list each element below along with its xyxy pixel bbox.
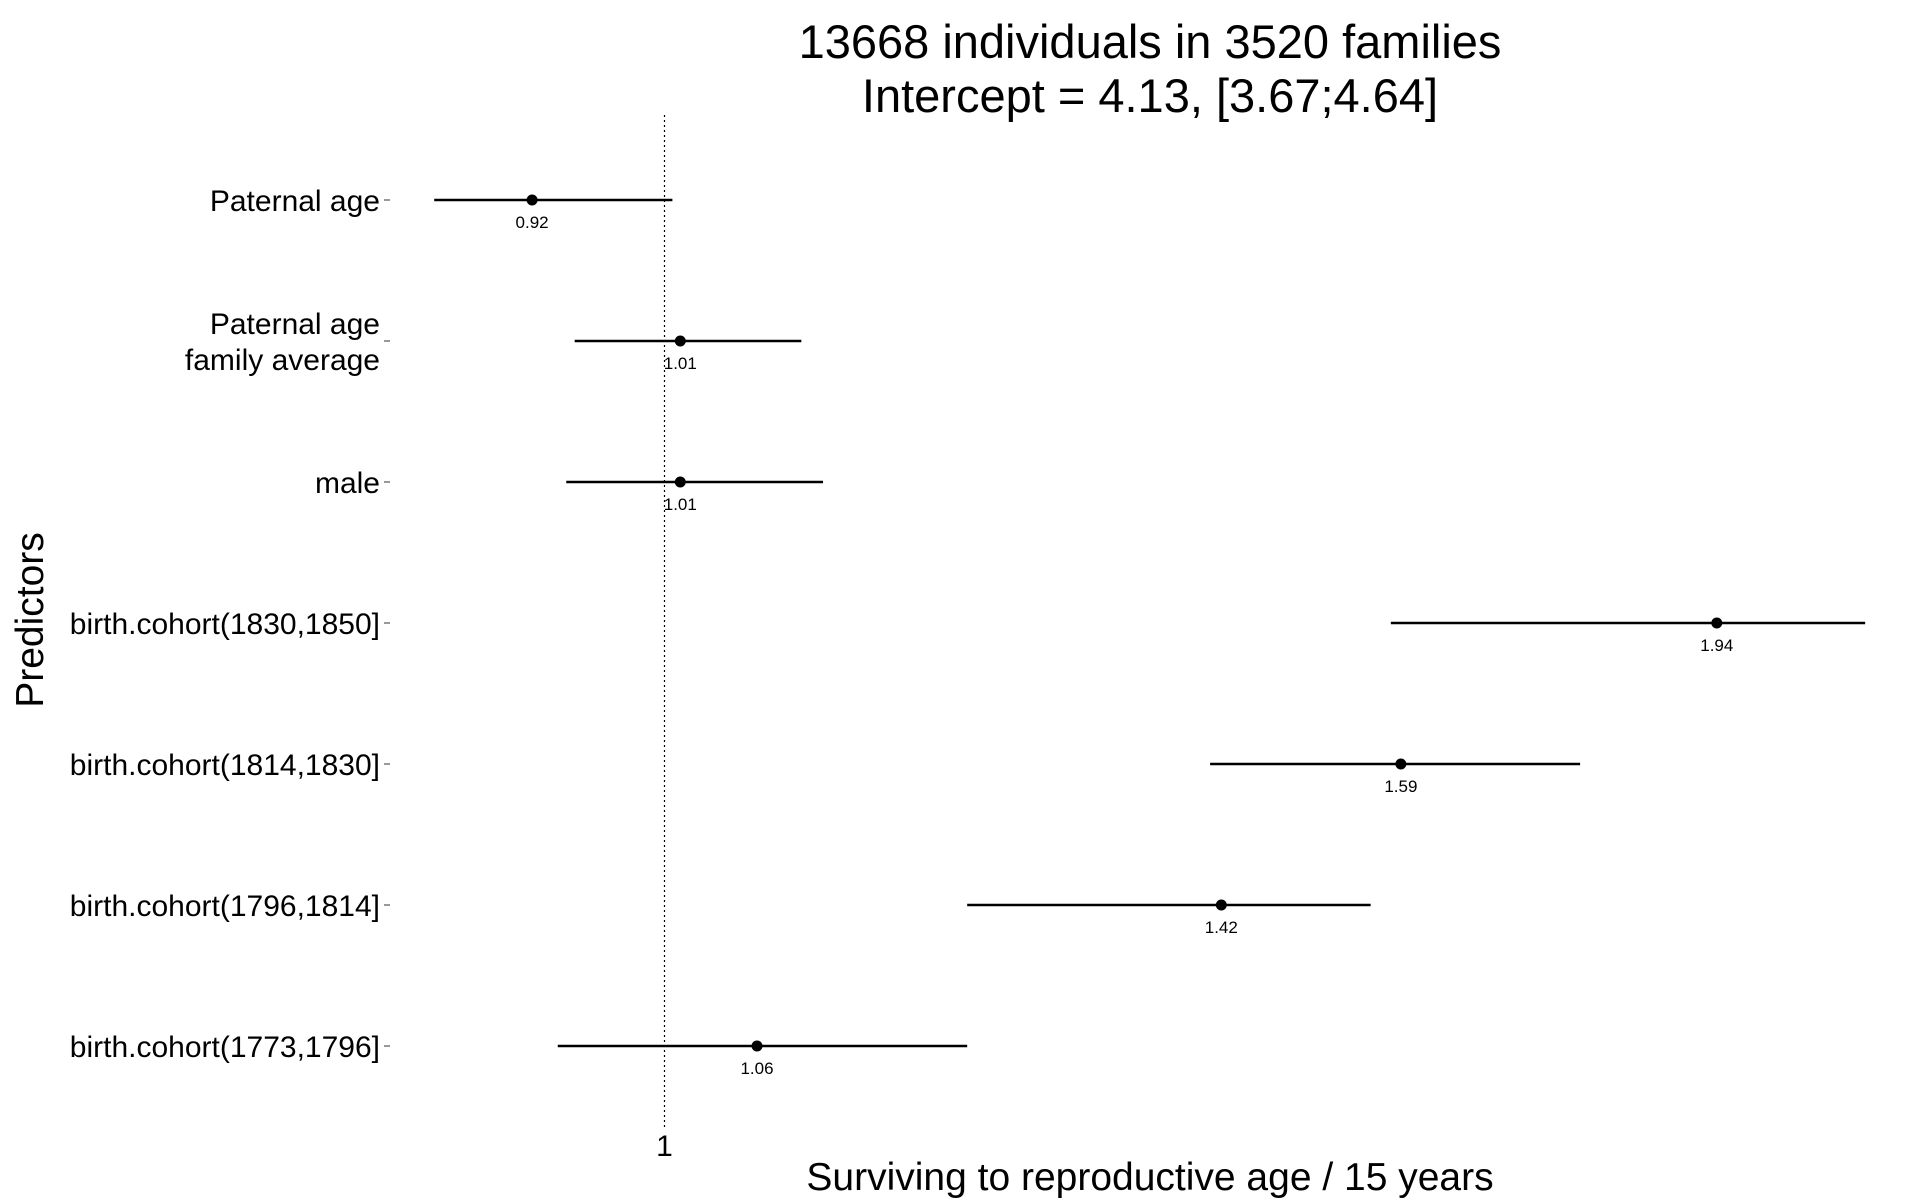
predictor-row: birth.cohort(1830,1850] 1.94: [70, 608, 1866, 655]
estimate-label: 0.92: [516, 213, 549, 232]
y-tick-label: birth.cohort(1814,1830]: [70, 749, 380, 782]
chart-title-line-2: Intercept = 4.13, [3.67;4.64]: [862, 69, 1438, 122]
estimate-point: [1395, 758, 1407, 770]
estimate-label: 1.01: [664, 495, 697, 514]
estimate-point: [526, 194, 538, 206]
estimate-label: 1.59: [1384, 777, 1417, 796]
estimate-label: 1.42: [1205, 918, 1238, 937]
x-tick-label: 1: [656, 1130, 673, 1163]
predictor-row: birth.cohort(1773,1796] 1.06: [70, 1031, 968, 1078]
predictor-row: Paternal age 0.92: [210, 185, 673, 232]
y-tick-label: male: [315, 467, 380, 500]
chart-title-line-1: 13668 individuals in 3520 families: [799, 15, 1502, 68]
y-tick-label: birth.cohort(1773,1796]: [70, 1031, 380, 1064]
y-tick-label: Paternal age: [210, 308, 380, 341]
estimate-point: [674, 476, 686, 488]
estimate-label: 1.01: [664, 354, 697, 373]
predictor-row: birth.cohort(1796,1814] 1.42: [70, 890, 1371, 937]
chart-title: 13668 individuals in 3520 families Inter…: [799, 15, 1502, 122]
predictor-row: birth.cohort(1814,1830] 1.59: [70, 749, 1581, 796]
y-tick-label: birth.cohort(1796,1814]: [70, 890, 380, 923]
y-tick-label: Paternal age: [210, 185, 380, 218]
x-axis-title: Surviving to reproductive age / 15 years: [806, 1156, 1493, 1199]
predictor-row: male 1.01: [315, 467, 824, 514]
y-tick-label: family average: [185, 344, 380, 377]
estimate-label: 1.94: [1700, 636, 1733, 655]
estimate-point: [674, 335, 686, 347]
y-tick-label: birth.cohort(1830,1850]: [70, 608, 380, 641]
estimate-point: [751, 1040, 763, 1052]
estimate-point: [1215, 899, 1227, 911]
estimate-label: 1.06: [740, 1059, 773, 1078]
estimate-point: [1711, 617, 1723, 629]
y-axis-title: Predictors: [9, 532, 52, 708]
